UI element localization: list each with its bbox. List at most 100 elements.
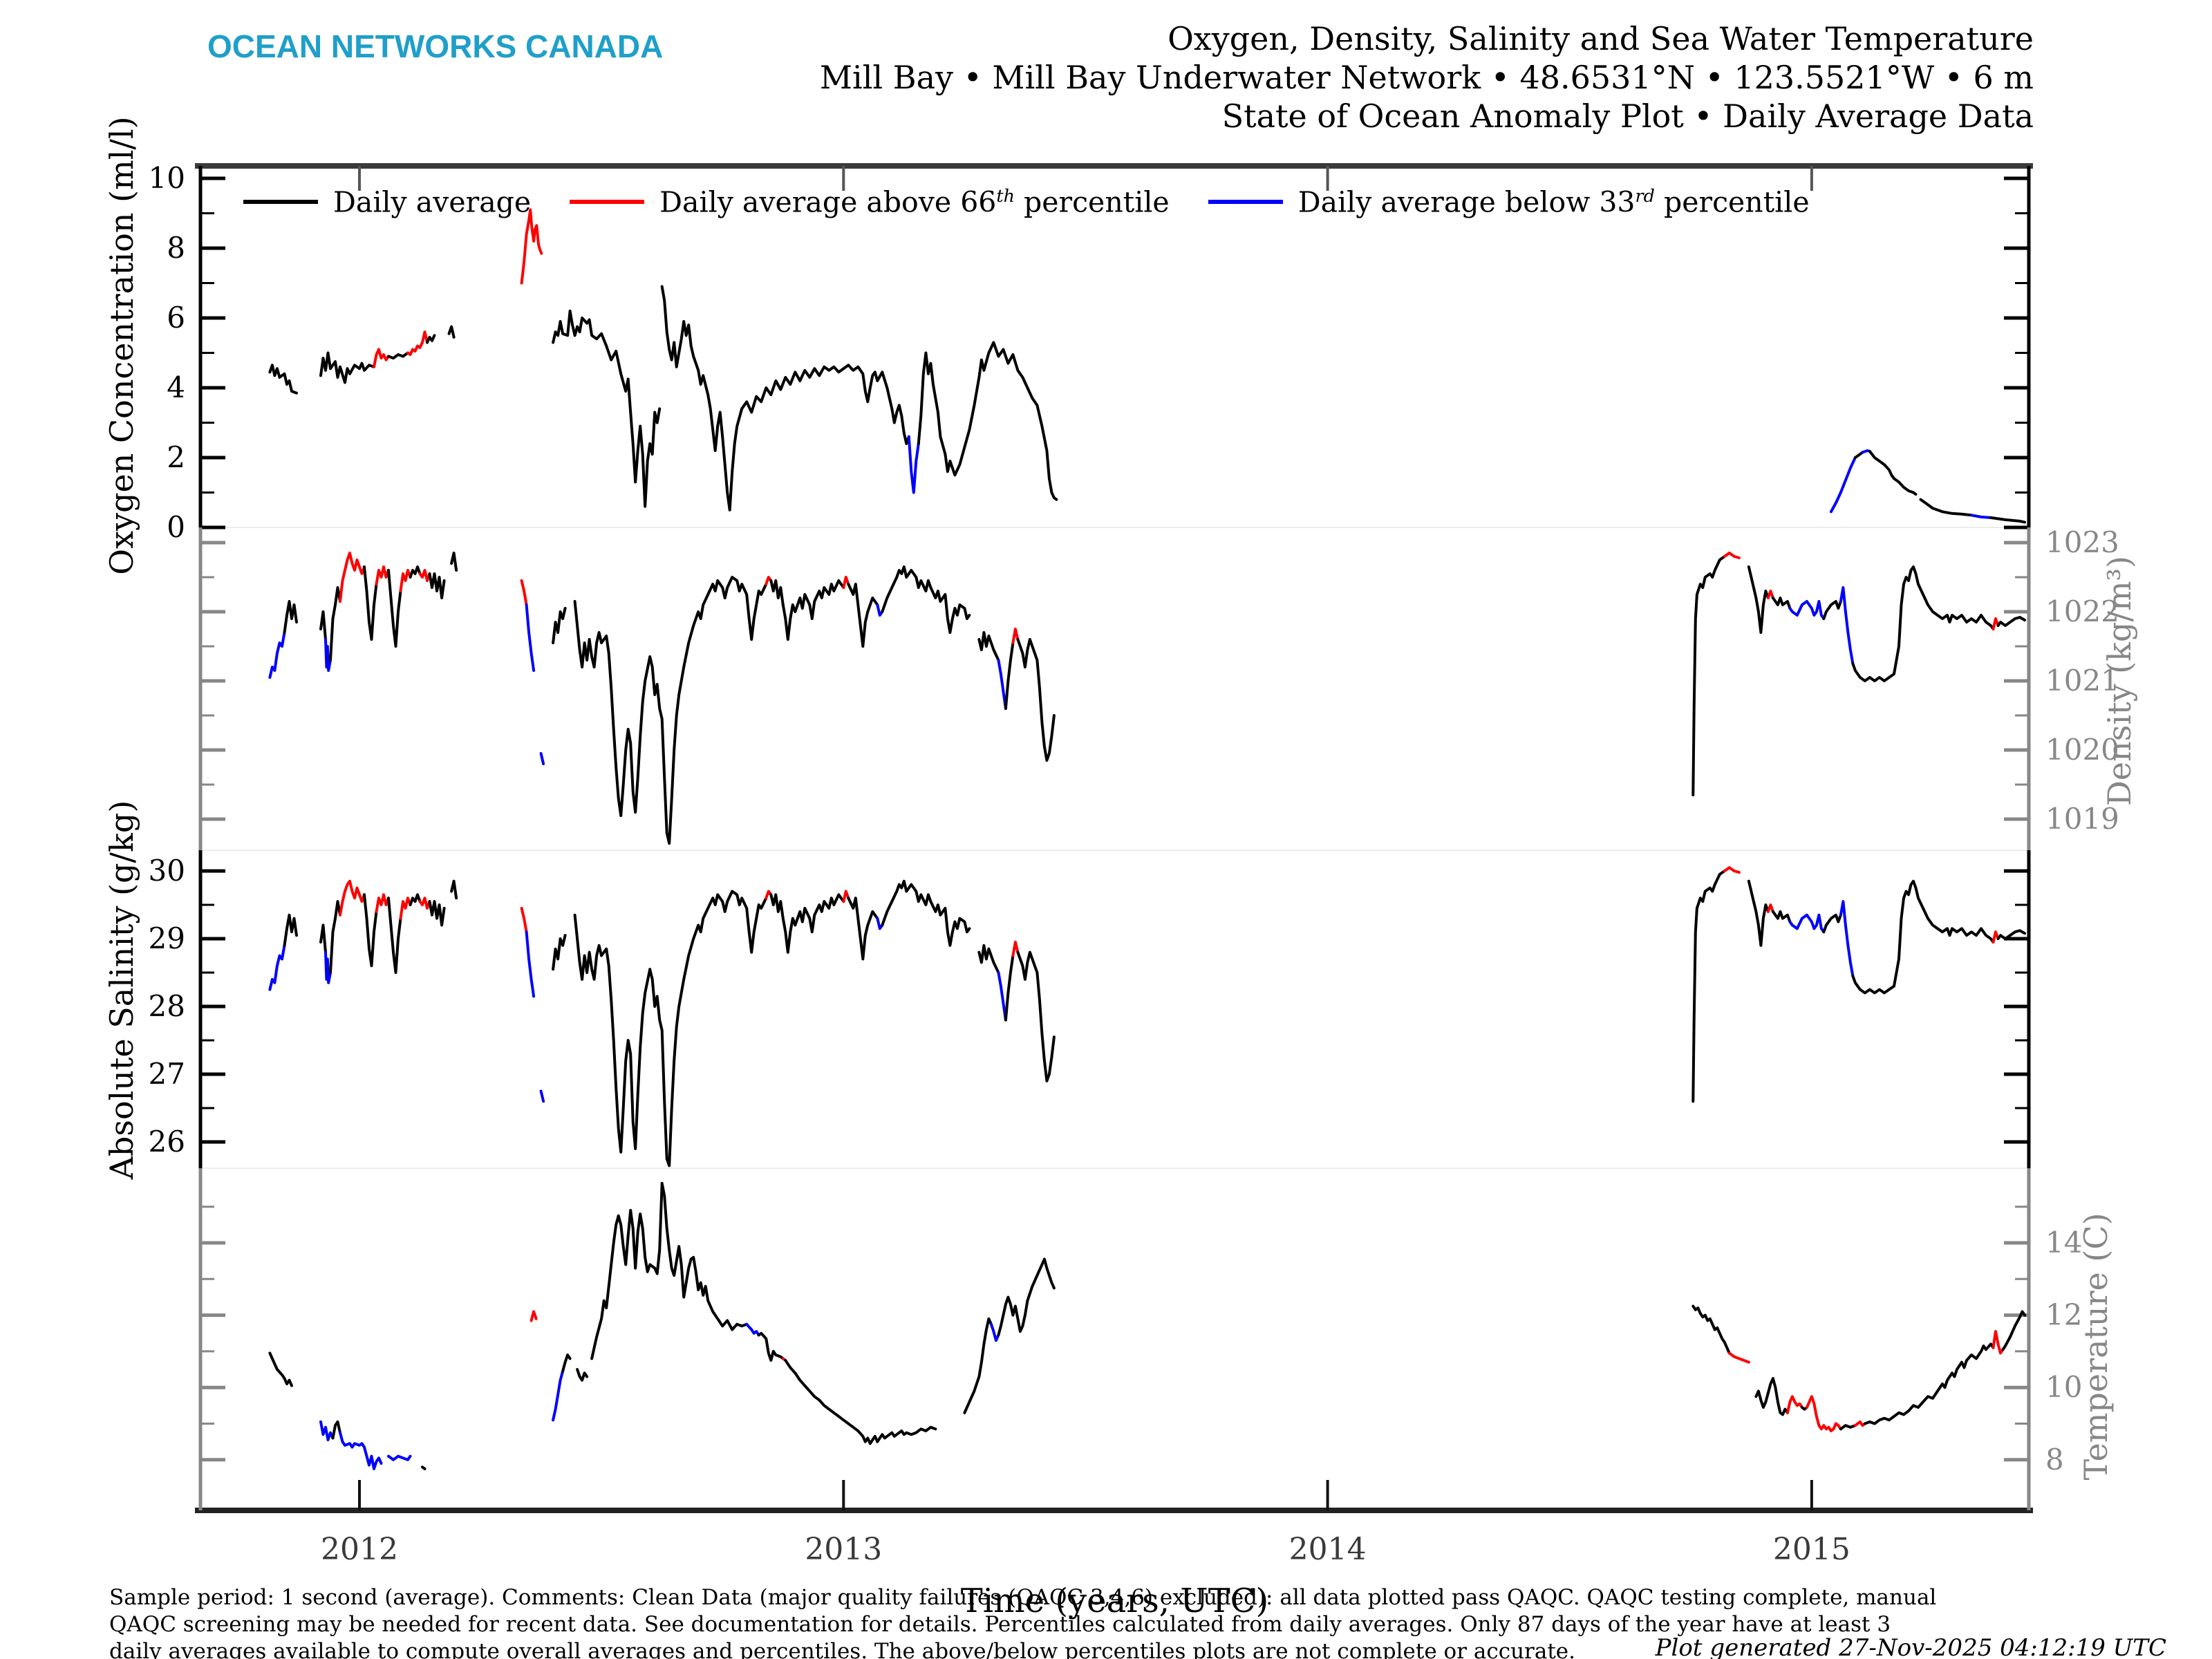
series-oxygen-black (1919, 498, 1973, 517)
series-salinity-blue (876, 917, 884, 930)
y-tick-label: 8 (167, 231, 185, 265)
footnote-line-2: QAQC screening may be needed for recent … (109, 1612, 1891, 1637)
series-temperature-red (1785, 1395, 1803, 1414)
series-density-black (847, 583, 879, 648)
series-density-black (450, 552, 458, 572)
series-salinity-black (1822, 913, 1842, 934)
series-density-black (428, 572, 446, 599)
series-salinity-black (409, 893, 422, 906)
series-salinity-black (1016, 950, 1056, 1082)
x-tick-label: 2015 (1773, 1532, 1850, 1567)
series-temperature-black (1839, 1424, 1857, 1431)
series-density-blue (525, 603, 536, 672)
legend-item-below-33rd: Daily average below 33rd percentile (1208, 185, 1810, 219)
footnote-line-1: Sample period: 1 second (average). Comme… (109, 1585, 1937, 1610)
series-oxygen-black (268, 364, 298, 395)
series-density-red (765, 576, 773, 585)
y-tick-label: 28 (149, 989, 185, 1023)
series-density-red (1723, 552, 1741, 559)
y-axis-title: Oxygen Concentration (ml/l) (103, 116, 140, 574)
series-salinity-black (881, 879, 971, 947)
series-salinity-red (418, 897, 431, 910)
series-density-black (283, 600, 298, 634)
series-density-red (418, 569, 431, 582)
series-density-blue (876, 603, 884, 617)
legend-label: Daily average (333, 185, 532, 219)
series-salinity-blue (539, 1089, 545, 1103)
series-temperature-black (421, 1465, 427, 1470)
series-salinity-blue (268, 944, 286, 991)
series-salinity-black (387, 897, 402, 974)
series-salinity-black (769, 893, 845, 954)
y-tick-label: 26 (149, 1125, 185, 1159)
series-temperature-black (963, 1317, 993, 1414)
legend-item-daily-average: Daily average (243, 185, 531, 219)
series-salinity-red (1011, 940, 1020, 957)
x-tick-label: 2014 (1289, 1532, 1367, 1567)
series-temperature-black (757, 1331, 785, 1362)
series-temperature-black (1754, 1377, 1789, 1416)
title-line-3: State of Ocean Anomaly Plot • Daily Aver… (1221, 97, 2034, 135)
series-salinity-black (1996, 929, 2026, 940)
series-temperature-blue (319, 1420, 335, 1441)
legend: Daily average Daily average above 66th p… (243, 185, 1810, 219)
series-salinity-black (977, 944, 1000, 974)
series-salinity-black (1691, 870, 1726, 1103)
title-line-2: Mill Bay • Mill Bay Underwater Network •… (819, 59, 2034, 96)
series-density-black (1771, 597, 1792, 610)
series-salinity-blue (324, 950, 332, 984)
series-oxygen-black (917, 341, 1058, 501)
y-tick-label: 1020 (2045, 733, 2119, 767)
legend-label: Daily average below 33rd percentile (1297, 185, 1810, 219)
series-density-blue (268, 631, 286, 679)
series-density-red (520, 579, 528, 606)
series-density-red (399, 569, 412, 592)
series-temperature-black (268, 1351, 293, 1387)
legend-item-above-66th: Daily average above 66th percentile (570, 185, 1170, 219)
series-salinity-black (1004, 954, 1015, 1022)
y-tick-label: 0 (167, 510, 185, 544)
series-density-red (339, 552, 366, 603)
series-density-blue (539, 752, 545, 765)
series-salinity-red (842, 890, 850, 903)
series-salinity-black (428, 900, 446, 927)
series-salinity-blue (997, 971, 1007, 1022)
series-density-black (881, 565, 971, 634)
series-density-black (1691, 555, 1726, 796)
x-axis-title: Time (years, UTC) (961, 1582, 1268, 1620)
series-density-black (1747, 565, 1770, 634)
series-temperature-red (1727, 1351, 1750, 1364)
series-density-blue (324, 638, 332, 672)
series-temperature-red (1991, 1330, 2005, 1355)
y-axis-title: Absolute Salinity (g/kg) (103, 800, 140, 1181)
series-oxygen-blue (1970, 514, 1992, 519)
series-density-black (977, 631, 1000, 662)
series-oxygen-black (1868, 449, 1918, 496)
series-salinity-black (1747, 879, 1770, 947)
series-salinity-red (339, 879, 366, 917)
x-tick-label: 2012 (321, 1532, 398, 1567)
ocean-networks-canada-logo: OCEAN NETWORKS CANADA (207, 28, 664, 64)
y-tick-label: 1019 (2045, 802, 2119, 836)
series-oxygen-blue (907, 435, 920, 494)
series-density-black (329, 586, 341, 662)
series-density-blue (1839, 586, 1855, 665)
series-salinity-blue (1839, 900, 1855, 977)
y-tick-label: 4 (167, 371, 185, 404)
series-temperature-black (1691, 1304, 1731, 1355)
series-density-black (319, 610, 327, 641)
series-salinity-red (399, 897, 412, 920)
title-line-1: Oxygen, Density, Salinity and Sea Water … (1168, 20, 2034, 57)
series-density-black (1004, 641, 1015, 710)
y-tick-label: 12 (2045, 1298, 2082, 1332)
series-oxygen-black (387, 351, 409, 360)
series-oxygen-red (520, 208, 543, 285)
y-tick-label: 27 (149, 1057, 185, 1091)
series-temperature-black (1863, 1342, 1995, 1425)
series-density-red (375, 565, 390, 585)
y-tick-label: 10 (2045, 1370, 2082, 1404)
y-axis-title: Temperature (C) (2077, 1212, 2115, 1480)
series-salinity-red (1991, 930, 2000, 944)
series-density-red (1766, 590, 1774, 599)
